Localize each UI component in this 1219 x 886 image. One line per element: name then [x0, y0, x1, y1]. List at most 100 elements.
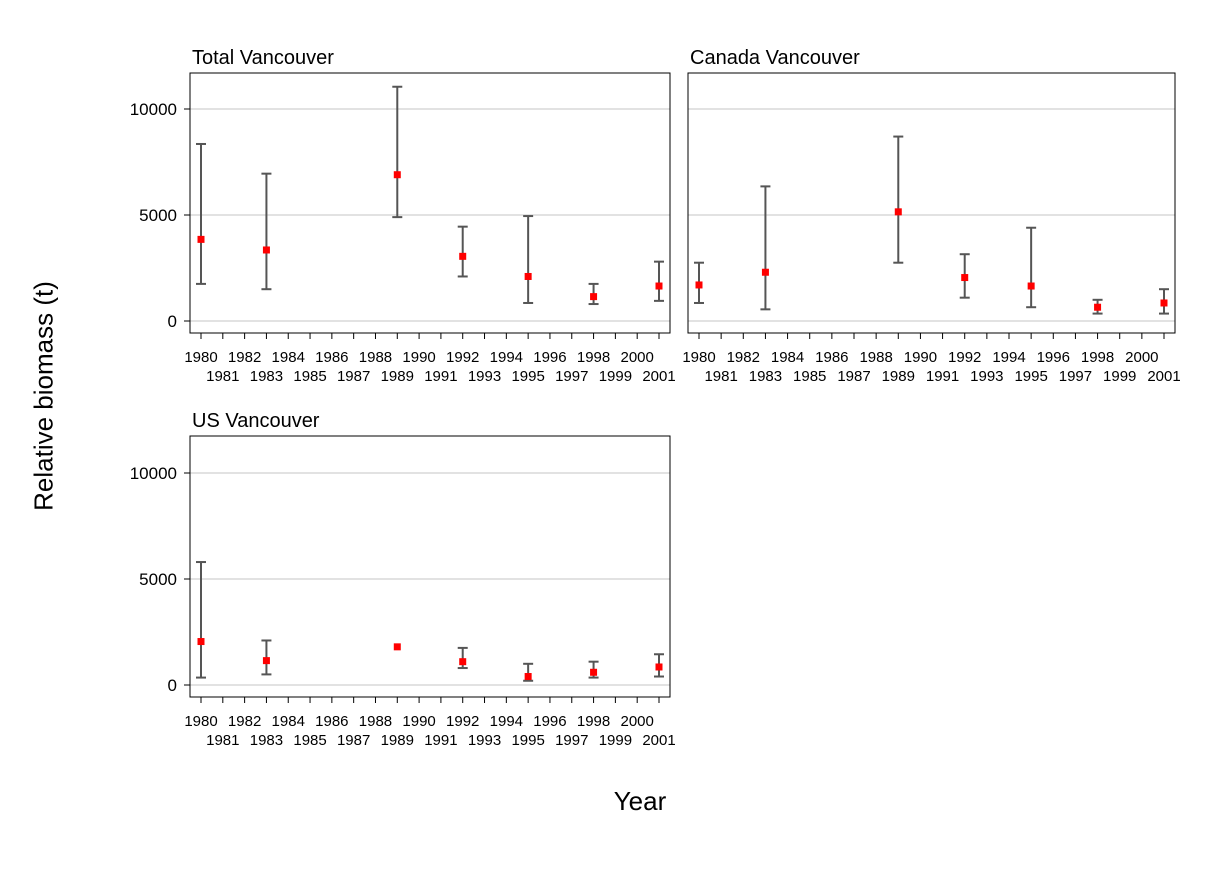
x-axis-label: Year: [613, 786, 667, 816]
data-point: [393, 643, 401, 651]
data-point: [655, 282, 663, 290]
x-tick-label: 2001: [1147, 368, 1180, 385]
x-tick-label: 2001: [642, 368, 675, 385]
plot-frame: [687, 72, 1176, 334]
x-tick-label: 1990: [904, 349, 937, 366]
x-tick-label: 1987: [837, 368, 870, 385]
data-point: [1160, 299, 1168, 307]
x-tick-label: 1989: [381, 368, 414, 385]
x-tick-label: 1982: [228, 713, 261, 730]
x-tick-label: 1999: [599, 368, 632, 385]
plot-frame: [189, 435, 671, 698]
error-bar: [523, 215, 534, 304]
x-tick-label: 1981: [206, 732, 239, 749]
data-point: [1094, 303, 1102, 311]
data-point: [197, 235, 205, 243]
y-tick-label: 0: [168, 312, 177, 331]
x-tick-label: 1992: [948, 349, 981, 366]
error-bar: [1026, 226, 1037, 309]
panel-1: Total Vancouver 0 5000 10000 1980 1981 1982 198…: [130, 47, 676, 385]
x-tick-label: 1995: [1014, 368, 1047, 385]
data-point: [393, 171, 401, 179]
x-tick-label: 1988: [359, 713, 392, 730]
x-tick-label: 1994: [992, 349, 1025, 366]
x-tick-label: 1989: [381, 732, 414, 749]
x-tick-label: 1989: [882, 368, 915, 385]
x-tick-label: 1994: [490, 349, 523, 366]
x-tick-label: 2001: [642, 732, 675, 749]
x-tick-label: 1991: [926, 368, 959, 385]
panel-3: US Vancouver 0 5000 10000 1980 1981 1982 1983 19…: [130, 410, 676, 749]
x-tick-label: 1990: [402, 713, 435, 730]
y-axis-label: Relative biomass (t): [28, 281, 59, 511]
panel-title: Total Vancouver: [192, 47, 334, 69]
data-point: [524, 272, 532, 280]
data-point: [262, 246, 270, 254]
x-tick-label: 1996: [533, 713, 566, 730]
data-point: [695, 281, 703, 289]
x-tick-label: 2000: [1125, 349, 1158, 366]
x-tick-label: 1994: [490, 713, 523, 730]
x-tick-label: 1988: [859, 349, 892, 366]
panel-title: US Vancouver: [192, 410, 320, 432]
y-tick-label: 0: [168, 676, 177, 695]
x-tick-label: 1996: [533, 349, 566, 366]
x-tick-label: 1986: [315, 349, 348, 366]
x-tick-label: 1981: [206, 368, 239, 385]
y-tick-label: 10000: [130, 464, 177, 483]
x-tick-label: 1995: [511, 368, 544, 385]
x-tick-label: 1983: [250, 368, 283, 385]
x-tick-label: 1983: [250, 732, 283, 749]
x-tick-label: 1987: [337, 368, 370, 385]
error-bar: [196, 561, 206, 679]
x-tick-label: 1992: [446, 713, 479, 730]
plot-frame: [189, 72, 671, 334]
x-tick-label: 1990: [402, 349, 435, 366]
x-tick-label: 1991: [424, 368, 457, 385]
data-point: [459, 658, 467, 666]
y-tick-label: 5000: [139, 570, 177, 589]
x-tick-label: 2000: [621, 349, 654, 366]
x-tick-label: 1988: [359, 349, 392, 366]
data-point: [961, 274, 969, 282]
panel-title: Canada Vancouver: [690, 47, 860, 69]
error-bar: [196, 142, 206, 285]
data-point: [655, 663, 663, 671]
data-point: [590, 668, 598, 676]
x-tick-label: 1996: [1037, 349, 1070, 366]
x-tick-label: 1982: [727, 349, 760, 366]
x-tick-label: 1998: [577, 349, 610, 366]
y-tick-label: 5000: [139, 206, 177, 225]
x-tick-label: 1983: [749, 368, 782, 385]
error-bar: [261, 172, 272, 291]
x-tick-label: 1992: [446, 349, 479, 366]
x-tick-label: 1980: [682, 349, 715, 366]
x-tick-label: 1991: [424, 732, 457, 749]
x-tick-label: 1987: [337, 732, 370, 749]
x-tick-label: 1999: [1103, 368, 1136, 385]
data-point: [524, 673, 532, 681]
data-point: [590, 293, 598, 301]
y-tick-label: 10000: [130, 100, 177, 119]
x-tick-label: 1993: [468, 368, 501, 385]
x-tick-label: 1997: [555, 368, 588, 385]
error-bar: [392, 85, 403, 219]
x-tick-label: 1986: [815, 349, 848, 366]
x-tick-label: 1986: [315, 713, 348, 730]
x-tick-label: 1993: [970, 368, 1003, 385]
x-tick-label: 1984: [272, 349, 305, 366]
data-point: [262, 657, 270, 665]
data-point: [1027, 282, 1035, 290]
error-bar: [654, 260, 664, 302]
x-tick-label: 2000: [621, 713, 654, 730]
x-tick-label: 1980: [184, 349, 217, 366]
x-tick-label: 1993: [468, 732, 501, 749]
x-tick-label: 1998: [1081, 349, 1114, 366]
x-tick-label: 1999: [599, 732, 632, 749]
x-tick-label: 1995: [511, 732, 544, 749]
x-tick-label: 1984: [771, 349, 804, 366]
data-point: [761, 268, 769, 276]
data-point: [459, 252, 467, 260]
x-tick-label: 1980: [184, 713, 217, 730]
